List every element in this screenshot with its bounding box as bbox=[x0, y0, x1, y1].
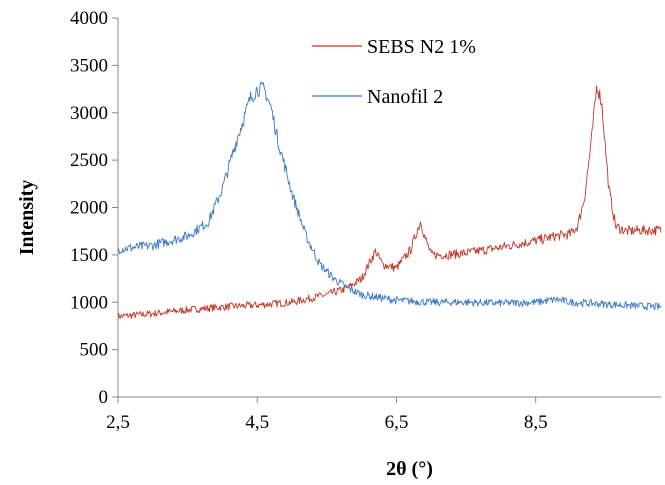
y-tick-label: 0 bbox=[99, 387, 109, 408]
y-tick-label: 500 bbox=[80, 340, 109, 361]
y-tick-label: 2000 bbox=[70, 198, 108, 219]
x-tick-label: 4,5 bbox=[245, 412, 269, 433]
y-tick-label: 3500 bbox=[70, 55, 108, 76]
y-tick-label: 1500 bbox=[70, 245, 108, 266]
x-tick-label: 8,5 bbox=[524, 412, 548, 433]
y-axis-title: Intensity bbox=[16, 180, 38, 256]
y-tick-label: 1000 bbox=[70, 292, 108, 313]
x-tick-label: 2,5 bbox=[106, 412, 130, 433]
x-axis-ticks: 2,5 4,5 6,5 8,5 bbox=[106, 397, 548, 433]
y-tick-label: 4000 bbox=[70, 8, 108, 29]
series-line-1 bbox=[117, 81, 662, 311]
y-tick-label: 3000 bbox=[70, 103, 108, 124]
legend-label: Nanofil 2 bbox=[367, 86, 443, 108]
series-layer bbox=[117, 81, 662, 321]
y-tick-label: 2500 bbox=[70, 150, 108, 171]
legend: SEBS N2 1% Nanofil 2 bbox=[312, 36, 476, 108]
series-line-0 bbox=[117, 85, 662, 321]
legend-label: SEBS N2 1% bbox=[367, 36, 476, 58]
y-axis-ticks: 0 500 1000 1500 2000 2500 3000 3500 4000 bbox=[70, 8, 118, 408]
x-axis-title: 2θ (°) bbox=[386, 458, 433, 480]
plot-area: 0 500 1000 1500 2000 2500 3000 3500 4000 2,5 4,5 6… bbox=[70, 8, 662, 433]
x-tick-label: 6,5 bbox=[385, 412, 409, 433]
